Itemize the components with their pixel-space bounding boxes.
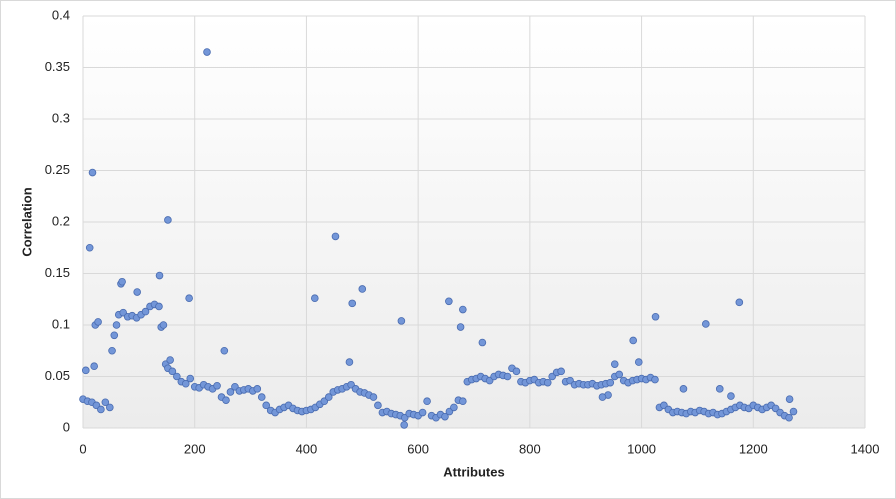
point [423, 397, 431, 406]
point [213, 381, 221, 390]
point [702, 320, 710, 328]
point [543, 378, 552, 387]
point [141, 307, 150, 316]
point [106, 403, 114, 412]
point [629, 336, 637, 345]
point [155, 302, 163, 311]
x-tick-label: 200 [184, 441, 206, 456]
point [253, 385, 262, 393]
y-axis-title: Correlation [19, 187, 34, 256]
y-tick-label: 0.05 [45, 368, 70, 383]
point [166, 356, 174, 364]
point [108, 346, 116, 355]
point [789, 407, 798, 416]
point [159, 321, 168, 329]
y-tick-label: 0.35 [45, 59, 70, 74]
point [203, 48, 211, 56]
x-tick-label: 1400 [851, 441, 880, 456]
x-tick-label: 600 [407, 441, 429, 456]
point [450, 403, 458, 412]
x-tick-label: 1200 [739, 441, 768, 456]
point [133, 288, 141, 296]
y-tick-label: 0.1 [52, 316, 70, 331]
point [610, 360, 619, 368]
point [185, 294, 193, 303]
point [459, 305, 467, 314]
x-tick-label: 800 [519, 441, 541, 456]
point [503, 372, 512, 381]
x-tick-label: 1000 [627, 441, 656, 456]
point [478, 338, 487, 347]
point [110, 331, 119, 340]
point [345, 358, 354, 366]
point [220, 346, 229, 355]
point [186, 374, 195, 383]
point [97, 405, 105, 414]
point [651, 375, 659, 384]
point [222, 396, 230, 404]
point [101, 398, 110, 407]
point [615, 370, 624, 379]
point [173, 372, 181, 381]
point [118, 277, 126, 286]
point [348, 299, 357, 308]
point [168, 367, 177, 376]
point [369, 393, 378, 401]
point [785, 395, 794, 403]
point [112, 321, 121, 329]
point [785, 413, 793, 422]
point [88, 168, 97, 177]
y-tick-label: 0.4 [52, 7, 70, 22]
point [81, 366, 90, 375]
point [634, 358, 643, 366]
point [90, 362, 98, 371]
point [598, 393, 607, 401]
y-tick-label: 0.2 [52, 213, 70, 228]
point [418, 408, 427, 417]
point [456, 323, 465, 331]
point [397, 317, 406, 325]
y-tick-label: 0.25 [45, 162, 70, 177]
point [155, 271, 164, 280]
point [459, 397, 467, 406]
point [557, 367, 565, 376]
point [679, 385, 688, 393]
point [445, 297, 453, 306]
grid [82, 15, 866, 429]
point [181, 379, 190, 388]
point [358, 285, 367, 293]
x-tick-label: 400 [296, 441, 318, 456]
point [441, 412, 449, 421]
point [331, 232, 340, 241]
point [257, 393, 266, 401]
point [651, 312, 660, 321]
point [324, 393, 333, 401]
point [735, 298, 744, 307]
y-tick-label: 0 [63, 419, 70, 434]
point [512, 367, 521, 376]
points [79, 48, 798, 429]
point [715, 385, 724, 393]
point [164, 216, 172, 224]
point [374, 401, 382, 410]
point [311, 294, 319, 303]
y-tick-label: 0.3 [52, 110, 70, 125]
point [85, 243, 94, 252]
point [400, 421, 408, 429]
x-tick-label: 0 [79, 441, 86, 456]
point [606, 378, 615, 387]
point [94, 318, 102, 326]
point [226, 388, 235, 396]
x-axis-title: Attributes [443, 464, 504, 479]
y-tick-label: 0.15 [45, 265, 70, 280]
point [727, 392, 735, 400]
point [262, 401, 271, 410]
